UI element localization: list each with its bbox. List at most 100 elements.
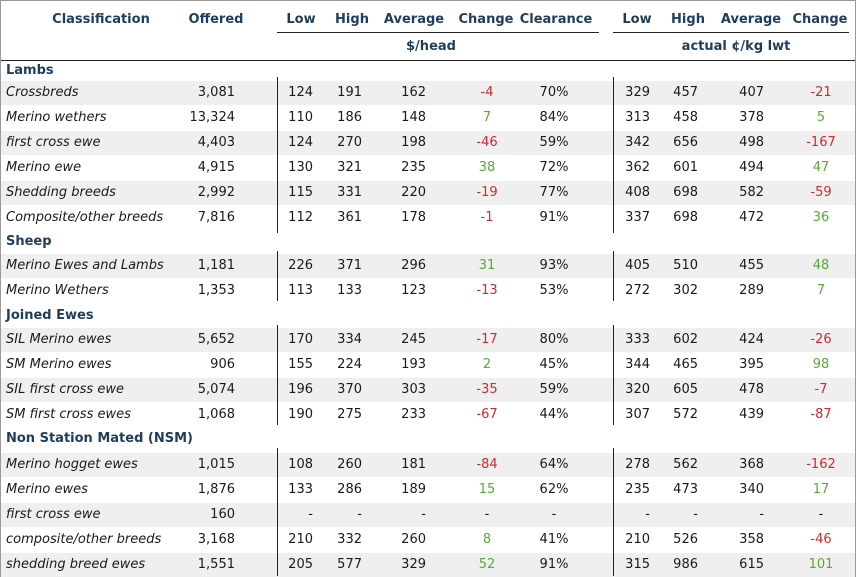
header-rule-kg [613,32,849,33]
cell-avg: 303 [401,382,426,397]
cell-clearance: 44% [539,407,569,422]
cell-high-kg: 465 [673,357,698,372]
table-row: Merino Wethers 1,353 113 133 123 -13 53% 272 302… [1,279,855,303]
row-classification: Merino hogget ewes [6,457,138,472]
cell-low-kg: 329 [625,85,650,100]
cell-avg: 220 [401,185,426,200]
cell-low: 108 [288,457,313,472]
cell-avg-kg: - [759,507,764,522]
cell-high-kg: 601 [673,160,698,175]
table-row: composite/other breeds 3,168 210 332 260 8 41%… [1,528,855,552]
cell-offered: 906 [210,357,235,372]
cell-low-kg: 333 [625,332,650,347]
cell-high-kg: 572 [673,407,698,422]
cell-clearance: 62% [539,482,569,497]
cell-low: 170 [288,332,313,347]
cell-avg-kg: 478 [739,382,764,397]
cell-avg: 189 [401,482,426,497]
cell-change-kg: -167 [806,135,836,150]
table-row: SM Merino ewes 906 155 224 193 2 45% 344 465 395 9… [1,353,855,377]
cell-avg-kg: 395 [739,357,764,372]
cell-clearance: 45% [539,357,569,372]
cell-offered: 1,353 [197,283,235,298]
cell-avg-kg: 378 [739,110,764,125]
cell-change-kg: - [818,507,824,522]
cell-low: 205 [288,557,313,572]
cell-offered: 5,652 [197,332,235,347]
header-change-head: Change [458,12,514,27]
cell-avg: 233 [401,407,426,422]
row-classification: SIL first cross ewe [6,382,124,397]
row-classification: SM Merino ewes [6,357,112,372]
cell-change: -46 [476,135,498,150]
cell-high: 371 [337,258,362,273]
cell-high: 334 [337,332,362,347]
unit-per-head: $/head [406,39,456,54]
cell-clearance: 59% [539,382,569,397]
cell-change-kg: -21 [810,85,832,100]
cell-avg: 181 [401,457,426,472]
cell-change-kg: -59 [810,185,832,200]
cell-change-kg: -87 [810,407,832,422]
cell-avg-kg: 582 [739,185,764,200]
cell-low-kg: 307 [625,407,650,422]
cell-change-kg: -7 [814,382,828,397]
cell-high-kg: 698 [673,210,698,225]
cell-high: 321 [337,160,362,175]
cell-change-kg: 47 [812,160,830,175]
cell-high-kg: 458 [673,110,698,125]
cell-low: 115 [288,185,313,200]
header-classification: Classification [52,12,150,27]
table-row: Shedding breeds 2,992 115 331 220 -19 77% 408 69… [1,181,855,205]
cell-high-kg: 986 [673,557,698,572]
table-row: Merino hogget ewes 1,015 108 260 181 -84 64% 27… [1,453,855,477]
cell-change: -17 [476,332,498,347]
cell-low-kg: 313 [625,110,650,125]
cell-clearance: 80% [539,332,569,347]
cell-low-kg: 320 [625,382,650,397]
cell-high: 275 [337,407,362,422]
cell-clearance: 59% [539,135,569,150]
cell-clearance: 91% [539,210,569,225]
cell-high: 260 [337,457,362,472]
cell-change-kg: -46 [810,532,832,547]
cell-high: 270 [337,135,362,150]
cell-offered: 3,081 [197,85,235,100]
header-change-kg: Change [792,12,848,27]
cell-change: -35 [476,382,498,397]
row-classification: first cross ewe [6,507,101,522]
divider-right-joined [613,325,614,425]
cell-high: 224 [337,357,362,372]
section-lambs: Lambs [6,63,54,78]
cell-change-kg: 36 [812,210,830,225]
header-offered: Offered [188,12,244,27]
cell-offered: 1,876 [197,482,235,497]
header-low-kg: Low [622,12,652,27]
cell-high: 191 [337,85,362,100]
cell-offered: 4,915 [197,160,235,175]
cell-change: - [484,507,490,522]
cell-avg: 198 [401,135,426,150]
row-classification: shedding breed ewes [6,557,146,572]
cell-high-kg: 526 [673,532,698,547]
cell-low: 210 [288,532,313,547]
cell-high: 186 [337,110,362,125]
cell-clearance: 53% [539,283,569,298]
divider-left-joined [277,325,278,425]
cell-low: - [308,507,313,522]
header-high-kg: High [671,12,705,27]
cell-offered: 1,181 [197,258,235,273]
cell-avg: 178 [401,210,426,225]
cell-clearance: 64% [539,457,569,472]
cell-avg-kg: 358 [739,532,764,547]
divider-right-lambs [613,77,614,233]
cell-avg: 193 [401,357,426,372]
header-low-head: Low [286,12,316,27]
cell-change: -1 [480,210,494,225]
divider-left-nsm [277,448,278,576]
cell-low-kg: - [645,507,650,522]
header-average-kg: Average [720,12,782,27]
cell-high-kg: 656 [673,135,698,150]
cell-avg-kg: 340 [739,482,764,497]
table-row: Merino ewe 4,915 130 321 235 38 72% 362 601 494 47 [1,156,855,180]
